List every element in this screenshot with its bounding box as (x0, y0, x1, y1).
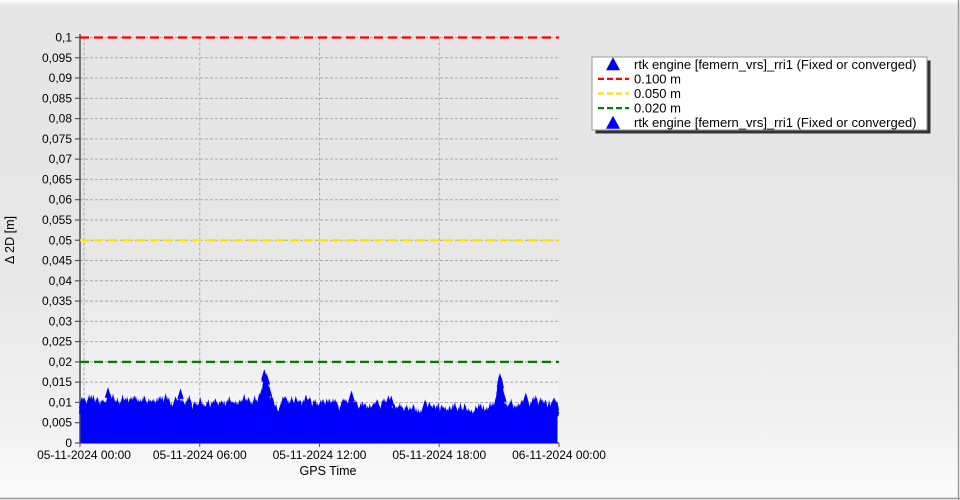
svg-text:0,055: 0,055 (42, 213, 72, 227)
svg-text:05-11-2024 00:00: 05-11-2024 00:00 (37, 448, 131, 462)
svg-text:0,09: 0,09 (49, 71, 73, 85)
svg-text:0,07: 0,07 (49, 152, 73, 166)
svg-text:0,01: 0,01 (49, 395, 73, 409)
svg-text:rtk engine [femern_vrs]_rri1 (: rtk engine [femern_vrs]_rri1 (Fixed or c… (634, 57, 917, 72)
svg-text:06-11-2024 00:00: 06-11-2024 00:00 (512, 448, 606, 462)
svg-text:rtk engine [femern_vrs]_rri1 (: rtk engine [femern_vrs]_rri1 (Fixed or c… (634, 115, 917, 130)
svg-text:05-11-2024 18:00: 05-11-2024 18:00 (392, 448, 486, 462)
svg-text:0,075: 0,075 (42, 132, 72, 146)
svg-text:0,08: 0,08 (49, 112, 73, 126)
svg-text:0,065: 0,065 (42, 172, 72, 186)
svg-text:0,06: 0,06 (49, 193, 73, 207)
svg-text:0.050 m: 0.050 m (634, 86, 681, 101)
svg-text:0.100 m: 0.100 m (634, 71, 681, 86)
svg-text:0,04: 0,04 (49, 274, 73, 288)
svg-text:0,005: 0,005 (42, 416, 72, 430)
svg-text:0.020 m: 0.020 m (634, 101, 681, 116)
svg-text:0,045: 0,045 (42, 254, 72, 268)
svg-text:0,1: 0,1 (55, 31, 72, 45)
svg-text:0,095: 0,095 (42, 51, 72, 65)
svg-text:GPS Time: GPS Time (300, 464, 357, 478)
svg-text:05-11-2024 06:00: 05-11-2024 06:00 (153, 448, 247, 462)
svg-text:0,015: 0,015 (42, 375, 72, 389)
svg-text:Δ 2D [m]: Δ 2D [m] (3, 216, 17, 264)
svg-text:0,03: 0,03 (49, 314, 73, 328)
svg-text:0,02: 0,02 (49, 355, 73, 369)
svg-text:05-11-2024 12:00: 05-11-2024 12:00 (273, 448, 367, 462)
svg-text:0,035: 0,035 (42, 294, 72, 308)
svg-text:0,05: 0,05 (49, 233, 73, 247)
svg-text:0,085: 0,085 (42, 91, 72, 105)
svg-text:0,025: 0,025 (42, 335, 72, 349)
